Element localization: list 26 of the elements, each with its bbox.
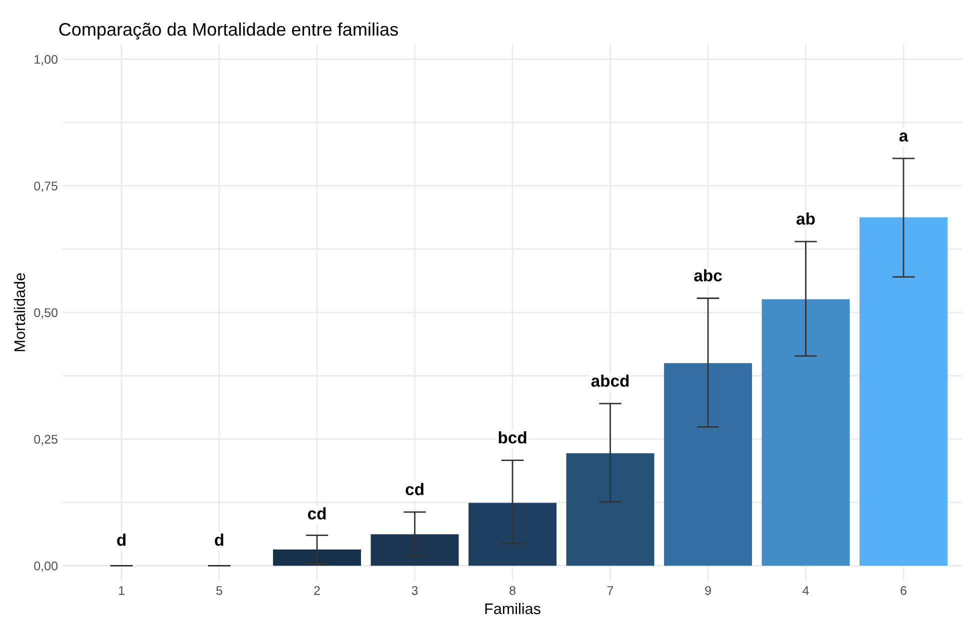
annotation: a (899, 132, 908, 142)
x-tick-label: 3 (412, 586, 418, 595)
x-axis-title: Familias (485, 602, 540, 614)
y-axis-title: Mortalidade (14, 273, 26, 352)
annotation: ab (796, 212, 815, 225)
y-tick-label: 0,00 (34, 562, 58, 572)
annotation: bcd (498, 431, 526, 444)
x-tick-label: 1 (118, 586, 124, 595)
x-tick-label: 5 (216, 586, 222, 595)
y-tick-label: 1,00 (34, 54, 58, 66)
x-tick-label: 7 (607, 586, 614, 595)
annotation: abc (694, 269, 722, 282)
y-tick-label: 0,75 (34, 182, 58, 192)
annotation: cd (308, 507, 326, 520)
x-tick-label: 4 (802, 586, 809, 595)
annotation: d (214, 534, 224, 546)
annotation: abcd (591, 374, 629, 387)
x-tick-label: 2 (314, 586, 320, 595)
chart-title: Comparação da Mortalidade entre familias (59, 22, 398, 40)
annotation: cd (406, 482, 424, 496)
y-tick-label: 0,50 (34, 308, 58, 319)
x-tick-label: 6 (900, 586, 906, 595)
y-tick-label: 0,25 (34, 434, 58, 446)
x-tick-label: 8 (510, 586, 516, 595)
annotation: d (117, 534, 126, 546)
x-tick-label: 9 (705, 586, 711, 595)
